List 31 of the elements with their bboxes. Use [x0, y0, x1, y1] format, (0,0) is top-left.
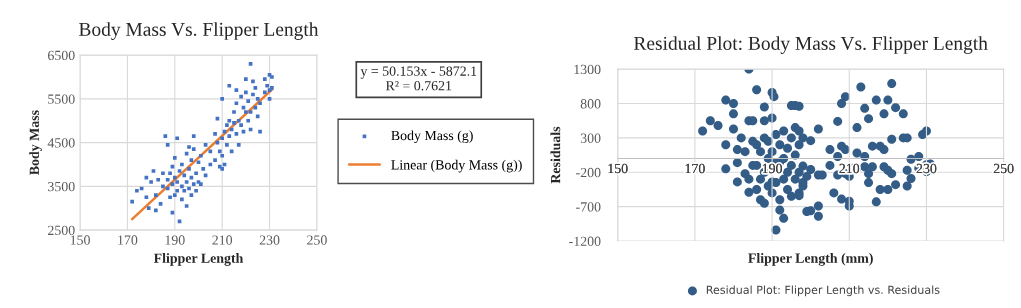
y-tick-label: -1200: [569, 236, 601, 246]
text: y = 50.153x - 5872.1 R² = 0.7621: [360, 66, 477, 91]
x-tick-label: 170: [685, 163, 705, 174]
y-tick-label: -200: [576, 167, 601, 178]
x-tick-label: 190: [165, 235, 185, 245]
x-tick-label: 190: [762, 163, 782, 174]
legend-label: Linear (Body Mass (g)): [391, 159, 522, 173]
x-tick-label: 170: [118, 235, 138, 245]
y-tick-label: 1300: [574, 64, 601, 75]
x-tick-label: 150: [70, 235, 90, 245]
y-tick-label: 4500: [47, 138, 75, 148]
legend-label: Body Mass (g): [391, 130, 473, 144]
y-axis-title: Residuals: [550, 126, 561, 184]
chart-title: Body Mass Vs. Flipper Length: [79, 22, 319, 40]
x-axis-title: Flipper Length (mm): [748, 253, 873, 266]
x-tick-label: 250: [993, 163, 1014, 174]
x-tick-label: 230: [259, 235, 280, 245]
x-tick-label: 210: [212, 235, 233, 245]
y-tick-label: 6500: [48, 50, 75, 61]
y-tick-label: 3500: [48, 181, 75, 192]
chart-title: Residual Plot: Body Mass Vs. Flipper Length: [633, 36, 988, 54]
y-tick-label: 300: [580, 133, 601, 143]
x-tick-label: 150: [608, 163, 628, 174]
y-axis-title: Body Mass: [29, 110, 42, 175]
y-tick-label: 5500: [48, 94, 75, 104]
x-axis-title: Flipper Length: [153, 253, 244, 266]
y-tick-label: 800: [580, 99, 601, 109]
x-tick-label: 250: [307, 235, 327, 245]
y-tick-label: -700: [576, 202, 601, 212]
legend-label: Residual Plot: Flipper Length vs. Residuals: [706, 285, 940, 297]
y-tick-label: 2500: [48, 225, 75, 236]
